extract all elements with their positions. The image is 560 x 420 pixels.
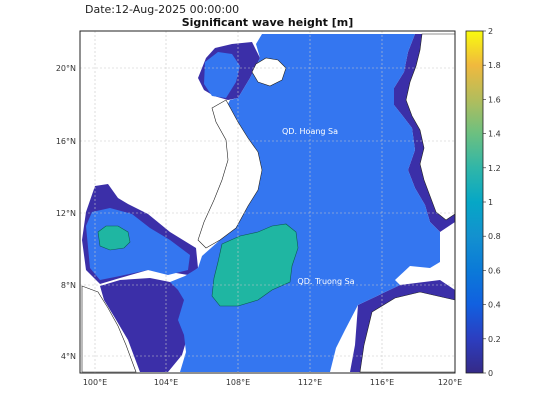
vietnam-coast — [197, 99, 263, 249]
borneo-land — [359, 291, 455, 373]
y-tick-label: 8°N — [61, 281, 76, 290]
colorbar-tick-label: 2 — [488, 27, 493, 36]
date-label: Date:12-Aug-2025 00:00:00 — [85, 3, 240, 16]
y-axis-ticks: 4°N 8°N 12°N 16°N 20°N — [56, 64, 76, 361]
x-tick-label: 112°E — [298, 378, 322, 387]
grid-lines — [80, 31, 455, 373]
x-tick-label: 104°E — [154, 378, 178, 387]
colorbar-tick-label: 0.8 — [488, 232, 501, 241]
high-wave-zone-gulf — [97, 225, 131, 251]
colorbar-tick-label: 1.4 — [488, 130, 501, 139]
hoang-sa-label: QD. Hoang Sa — [282, 127, 338, 136]
x-tick-label: 116°E — [370, 378, 394, 387]
y-tick-label: 16°N — [56, 137, 76, 146]
y-tick-label: 20°N — [56, 64, 76, 73]
map-frame — [79, 30, 456, 374]
x-tick-label: 100°E — [83, 378, 107, 387]
colorbar-tick-label: 0 — [488, 369, 493, 378]
colorbar-tick-label: 1.6 — [488, 95, 501, 104]
colorbar-tick-label: 1 — [488, 198, 493, 207]
y-tick-label: 12°N — [56, 209, 76, 218]
colorbar-tick-label: 0.2 — [488, 335, 501, 344]
colorbar-tick-label: 0.4 — [488, 301, 501, 310]
x-tick-label: 108°E — [226, 378, 250, 387]
map-title: Significant wave height [m] — [181, 16, 354, 29]
colorbar-ticks: 0 0.2 0.4 0.6 0.8 1 1.2 1.4 1.6 1.8 2 — [483, 27, 501, 378]
x-tick-label: 120°E — [438, 378, 462, 387]
high-wave-zone-east — [211, 223, 299, 307]
colorbar-tick-label: 0.6 — [488, 266, 501, 275]
colorbar-tick-label: 1.8 — [488, 61, 501, 70]
y-tick-label: 4°N — [61, 352, 76, 361]
malay-peninsula — [81, 285, 137, 373]
colorbar — [465, 30, 484, 374]
philippines-land — [405, 33, 455, 221]
map-area — [80, 31, 455, 373]
truong-sa-label: QD. Truong Sa — [297, 277, 354, 286]
colorbar-tick-label: 1.2 — [488, 164, 501, 173]
hainan-island — [251, 57, 287, 87]
x-axis-ticks: 100°E 104°E 108°E 112°E 116°E 120°E — [83, 378, 462, 387]
